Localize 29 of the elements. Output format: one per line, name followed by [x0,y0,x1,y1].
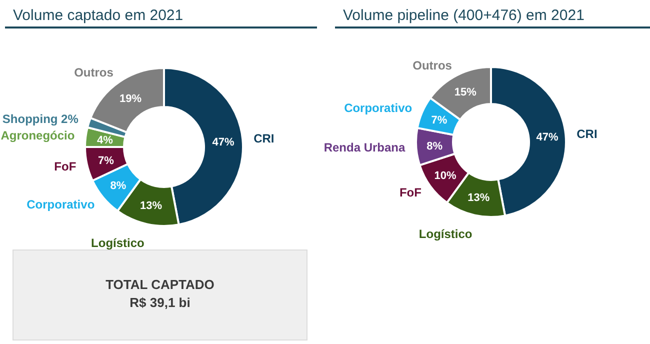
slice-label: Corporativo [26,197,95,212]
chart-title: Volume captado em 2021 [13,7,184,24]
data-label: 13% [468,192,490,204]
data-label: 7% [98,154,114,167]
slice-label: CRI [254,132,274,146]
slice-label: Renda Urbana [324,140,406,154]
slice-label: Outros [74,66,114,80]
slice-label: Shopping 2% [2,112,79,126]
text: TOTAL CAPTADO [106,277,214,292]
slice-label: Corporativo [344,100,412,115]
data-label: 10% [434,170,457,182]
slice-label: Logístico [91,236,144,250]
chart-title: Volume pipeline (400+476) em 2021 [343,7,584,24]
data-label: 7% [431,114,448,127]
text: R$ 39,1 bi [130,295,190,310]
data-label: 4% [97,134,114,147]
slice-label: Outros [412,58,452,72]
data-label: 19% [120,92,142,105]
slice-label: Agronegócio [0,128,75,143]
slice-label: Logístico [418,226,472,241]
data-label: 8% [426,140,443,153]
data-label: 47% [212,136,234,148]
slice-label: FoF [399,186,422,200]
data-label: 15% [454,86,477,99]
slice-label: FoF [54,160,76,174]
data-label: 47% [536,132,558,144]
slice-label: CRI [576,126,598,141]
data-label: 13% [140,200,162,212]
data-label: 8% [110,180,126,192]
